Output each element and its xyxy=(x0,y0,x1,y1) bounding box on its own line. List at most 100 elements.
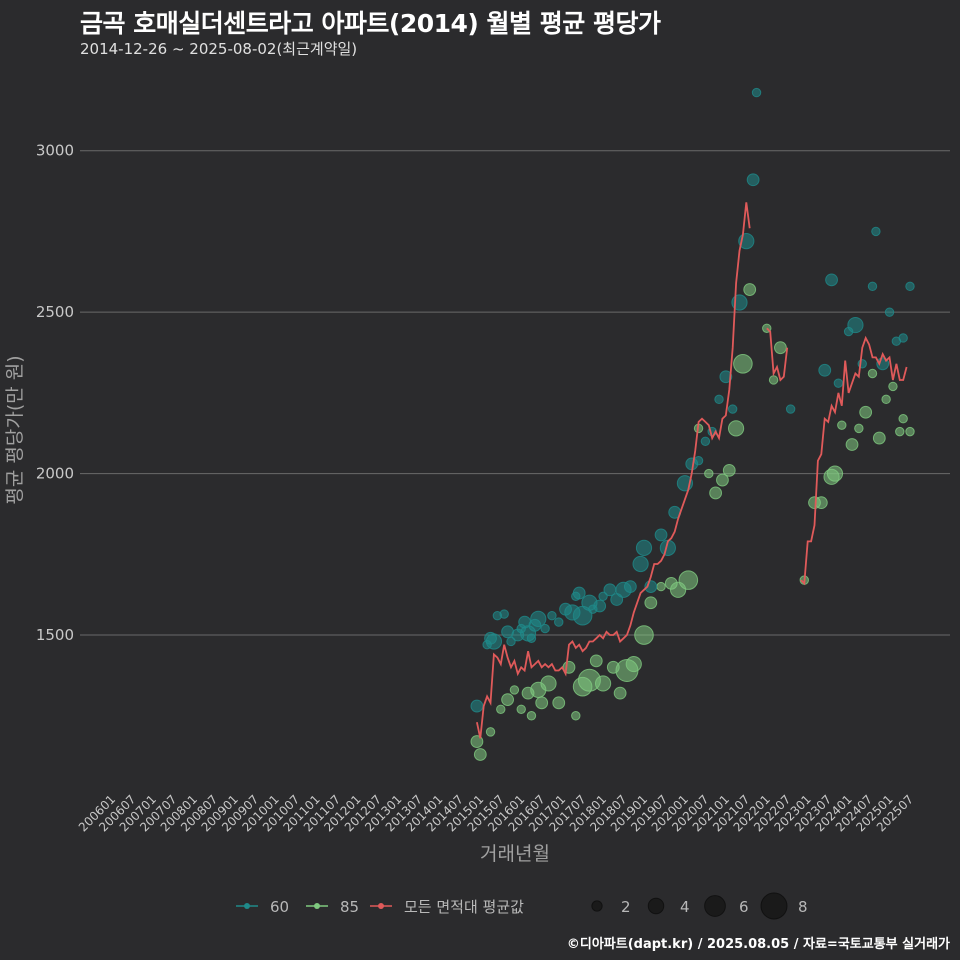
source-caption: ©디아파트(dapt.kr) / 2025.08.05 / 자료=국토교통부 실… xyxy=(566,937,950,952)
point-85-24 xyxy=(644,596,658,610)
point-60-32 xyxy=(635,539,653,556)
point-85-52 xyxy=(888,381,898,392)
point-60-39 xyxy=(693,455,704,466)
legend-item-avg: 모든 면적대 평균값 xyxy=(370,898,524,916)
point-85-5 xyxy=(509,685,520,695)
average-lines xyxy=(476,202,908,739)
point-60-12 xyxy=(526,633,537,643)
avg-line-segment-2 xyxy=(800,335,908,586)
point-85-47 xyxy=(854,423,864,434)
point-85-36 xyxy=(743,283,757,296)
point-85-25 xyxy=(656,581,666,592)
point-85-46 xyxy=(845,438,859,451)
legend-dot-85 xyxy=(314,903,320,909)
legend-size-circle-4 xyxy=(647,897,665,915)
legend-dot-60 xyxy=(244,903,250,909)
point-60-7 xyxy=(506,636,516,647)
legend-size-2: 2 xyxy=(591,898,631,916)
point-85-31 xyxy=(709,486,723,500)
y-tick-1500: 1500 xyxy=(36,626,74,644)
point-85-34 xyxy=(727,420,745,437)
avg-line-segment-1 xyxy=(766,327,789,382)
point-85-0 xyxy=(470,735,484,748)
point-60-31 xyxy=(632,555,649,573)
point-60-51 xyxy=(825,273,838,287)
point-60-40 xyxy=(700,436,711,447)
y-tick-labels: 1500 2000 2500 3000 xyxy=(36,142,74,644)
legend-item-60: 60 xyxy=(236,898,289,916)
legend-label-60: 60 xyxy=(270,898,289,916)
point-60-17 xyxy=(554,617,564,627)
point-85-23 xyxy=(634,625,654,645)
point-60-54 xyxy=(847,316,864,334)
point-60-56 xyxy=(867,281,878,292)
point-85-12 xyxy=(552,696,566,710)
y-axis-label: 평균 평당가(만 원) xyxy=(4,355,26,504)
y-tick-2000: 2000 xyxy=(36,465,74,483)
point-85-28 xyxy=(678,570,699,590)
legend-size-label-8: 8 xyxy=(798,898,808,916)
point-85-44 xyxy=(826,465,844,482)
point-60-25 xyxy=(593,599,607,613)
point-85-8 xyxy=(526,711,537,721)
legend-size-circle-8 xyxy=(760,892,788,920)
legend-size-label-2: 2 xyxy=(621,898,631,916)
point-60-16 xyxy=(547,610,557,621)
scatter-points xyxy=(470,87,915,761)
legend-label-85: 85 xyxy=(340,898,359,916)
point-85-22 xyxy=(625,655,642,673)
point-60-34 xyxy=(654,528,668,542)
point-85-20 xyxy=(613,686,627,700)
chart-title: 금곡 호매실더센트라고 아파트(2014) 월별 평균 평당가 xyxy=(80,9,661,38)
y-tick-2500: 2500 xyxy=(36,303,74,321)
point-60-21 xyxy=(572,586,586,600)
point-60-30 xyxy=(623,580,637,593)
legend: 60 85 모든 면적대 평균값 2 4 6 8 xyxy=(236,892,808,920)
legend-size-label-4: 4 xyxy=(680,898,690,916)
point-85-14 xyxy=(571,711,581,721)
point-85-17 xyxy=(589,654,603,668)
point-60-3 xyxy=(485,633,503,650)
point-60-5 xyxy=(499,609,509,619)
avg-line-segment-0 xyxy=(476,202,751,739)
legend-item-85: 85 xyxy=(306,898,359,916)
legend-size-circle-2 xyxy=(591,900,603,912)
point-85-35 xyxy=(733,354,753,374)
gridlines xyxy=(80,150,950,636)
point-85-32 xyxy=(716,473,729,487)
point-85-18 xyxy=(594,675,612,692)
legend-dot-avg xyxy=(378,903,384,909)
point-60-49 xyxy=(785,404,796,414)
point-85-11 xyxy=(540,675,557,692)
point-85-50 xyxy=(872,431,886,445)
point-60-14 xyxy=(530,610,547,627)
legend-size-4: 4 xyxy=(647,897,690,916)
point-85-2 xyxy=(485,727,496,737)
x-tick-labels: 2006012006072007012007072008012008072009… xyxy=(76,792,916,834)
point-85-51 xyxy=(881,394,891,405)
y-tick-3000: 3000 xyxy=(36,142,74,160)
point-85-49 xyxy=(867,368,878,379)
point-85-33 xyxy=(722,463,736,477)
point-60-52 xyxy=(833,378,844,388)
legend-size-circle-6 xyxy=(704,895,726,917)
point-60-62 xyxy=(905,281,915,292)
point-60-59 xyxy=(884,307,895,317)
point-60-50 xyxy=(818,363,832,377)
point-85-6 xyxy=(516,704,526,714)
legend-label-avg: 모든 면적대 평균값 xyxy=(404,898,524,916)
point-85-55 xyxy=(905,426,915,437)
point-85-39 xyxy=(774,341,787,355)
point-60-42 xyxy=(714,394,724,405)
point-60-44 xyxy=(727,404,738,414)
legend-size-6: 6 xyxy=(704,895,749,917)
point-85-45 xyxy=(837,420,847,430)
legend-size-8: 8 xyxy=(760,892,808,920)
point-85-54 xyxy=(898,413,908,424)
point-85-42 xyxy=(814,496,828,510)
legend-size-label-6: 6 xyxy=(739,898,749,916)
point-85-53 xyxy=(895,426,905,437)
point-60-15 xyxy=(540,623,550,634)
point-60-57 xyxy=(871,226,881,237)
